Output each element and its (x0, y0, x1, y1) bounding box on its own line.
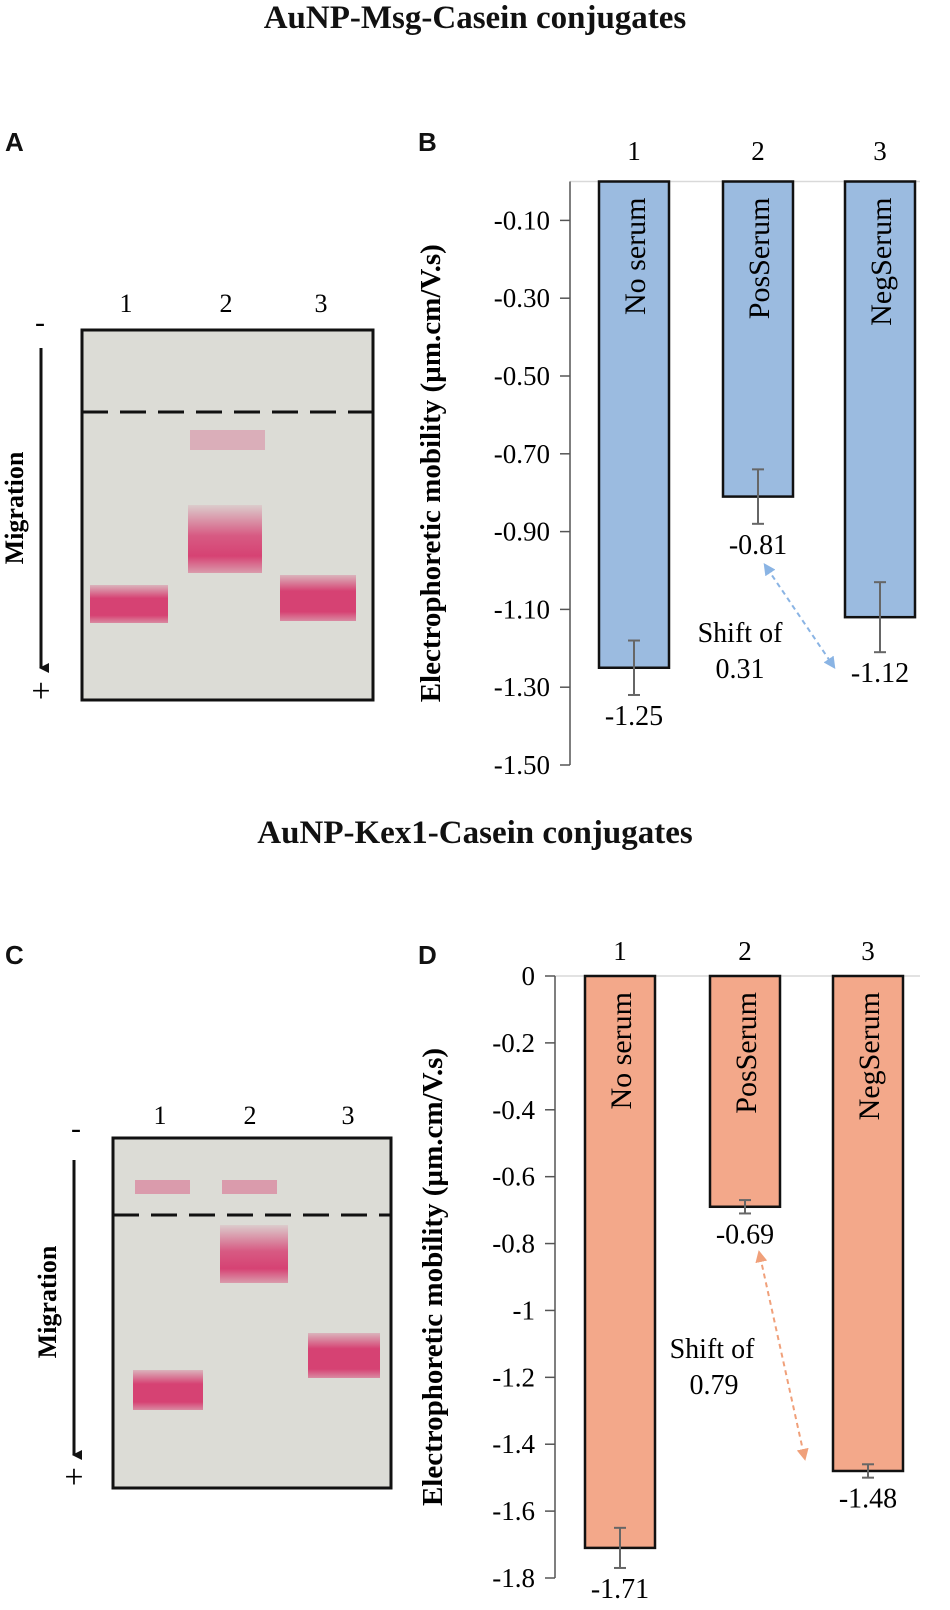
y-tick-label-5: -1.10 (494, 594, 550, 624)
section-title-top: AuNP-Msg-Casein conjugates (263, 0, 687, 36)
value-label-1: -1.71 (591, 1574, 649, 1605)
y-tick-label-8: -1.6 (492, 1496, 535, 1526)
bar-1 (583, 974, 657, 1550)
y-tick-label-2: -0.50 (494, 361, 550, 391)
y-tick-label-7: -1.50 (494, 750, 550, 780)
y-tick-label-0: -0.10 (494, 205, 550, 235)
value-label-2: -0.69 (716, 1219, 774, 1250)
y-tick-label-7: -1.4 (492, 1429, 535, 1459)
gel-a-lane-label-3: 3 (315, 289, 328, 318)
gel-c-lane-label-1: 1 (154, 1101, 167, 1130)
y-axis-label: Electrophoretic mobility (µm.cm/V.s) (417, 1048, 449, 1506)
section-title-bottom: AuNP-Kex1-Casein conjugates (257, 815, 693, 851)
panel-letter-d: D (418, 940, 437, 970)
shift-annotation-line2: 0.31 (716, 654, 765, 685)
shift-annotation-line1: Shift of (670, 1334, 755, 1365)
bar-label-2: PosSerum (743, 198, 776, 320)
category-label-1: 1 (627, 136, 641, 166)
shift-annotation-line1: Shift of (698, 618, 783, 649)
y-tick-label-6: -1.2 (492, 1362, 535, 1392)
gel-a-plus-label: + (31, 673, 50, 710)
shift-arrow (755, 1250, 809, 1461)
shift-arrow (763, 563, 836, 669)
y-tick-label-9: -1.8 (492, 1563, 535, 1593)
y-tick-label-6: -1.30 (494, 672, 550, 702)
y-axis-label: Electrophoretic mobility (µm.cm/V.s) (415, 244, 447, 702)
y-tick-label-4: -0.8 (492, 1229, 535, 1259)
gel-a-lane-label-1: 1 (120, 289, 133, 318)
y-tick-label-0: 0 (522, 961, 536, 991)
y-tick-label-4: -0.90 (494, 517, 550, 547)
bar-1 (597, 180, 671, 669)
category-label-2: 2 (751, 136, 765, 166)
category-label-1: 1 (613, 936, 627, 966)
category-label-3: 3 (861, 936, 875, 966)
bar-2 (721, 180, 795, 498)
gel-a-migration-label: Migration (0, 451, 29, 564)
value-label-3: -1.12 (851, 658, 909, 689)
y-tick-label-5: -1 (513, 1295, 536, 1325)
bar-label-1: No serum (619, 198, 652, 315)
gel-c-plus-label: + (64, 1459, 83, 1496)
gel-a-minus-label: - (35, 306, 45, 339)
bar-label-2: PosSerum (730, 992, 763, 1114)
panel-letter-a: A (5, 127, 24, 157)
bar-label-3: NegSerum (865, 198, 898, 326)
y-tick-label-1: -0.30 (494, 283, 550, 313)
y-tick-label-3: -0.6 (492, 1162, 535, 1192)
shift-annotation-line2: 0.79 (690, 1370, 739, 1401)
gel-a-lane-label-2: 2 (220, 289, 233, 318)
category-label-2: 2 (738, 936, 752, 966)
panel-letter-b: B (418, 127, 437, 157)
category-label-3: 3 (873, 136, 887, 166)
value-label-1: -1.25 (605, 701, 663, 732)
panel-letter-c: C (5, 940, 24, 970)
y-tick-label-3: -0.70 (494, 439, 550, 469)
bar-label-1: No serum (605, 992, 638, 1109)
bar-label-3: NegSerum (853, 992, 886, 1120)
value-label-2: -0.81 (729, 530, 787, 561)
gel-c-lane-label-3: 3 (342, 1101, 355, 1130)
y-tick-label-1: -0.2 (492, 1028, 535, 1058)
bar-3 (843, 180, 917, 619)
y-tick-label-2: -0.4 (492, 1095, 535, 1125)
gel-c-lane-label-2: 2 (244, 1101, 257, 1130)
value-label-3: -1.48 (839, 1484, 897, 1515)
gel-c-migration-label: Migration (33, 1245, 62, 1358)
gel-c-minus-label: - (71, 1112, 81, 1145)
